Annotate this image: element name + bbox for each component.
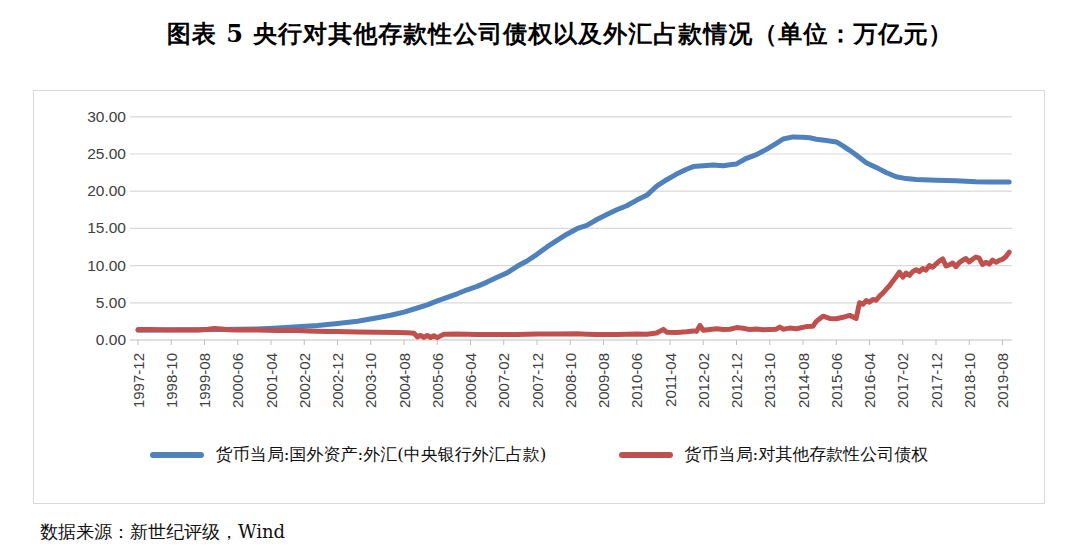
y-tick-label: 0.00 [96,331,127,348]
x-tick-label: 2016-04 [861,353,878,408]
x-tick-label: 2017-02 [894,353,911,408]
legend-label-claims: 货币当局:对其他存款性公司债权 [685,443,929,466]
chart-title: 图表 5 央行对其他存款性公司债权以及外汇占款情况（单位：万亿元） [60,18,1060,50]
x-tick-label: 2002-12 [329,353,346,408]
x-tick-label: 2004-08 [396,353,413,408]
x-tick-label: 2018-10 [961,353,978,408]
legend-line-swatch-forex [150,452,204,458]
x-tick-label: 2019-08 [994,353,1011,408]
x-tick-label: 2017-12 [928,353,945,408]
legend-label-forex: 货币当局:国外资产:外汇(中央银行外汇占款) [216,443,547,466]
y-tick-label: 30.00 [87,108,126,125]
y-tick-label: 20.00 [87,182,126,199]
x-tick-label: 2008-10 [562,353,579,408]
x-tick-label: 2001-04 [263,353,280,408]
x-tick-label: 2003-10 [362,353,379,408]
x-tick-label: 2012-02 [695,353,712,408]
chart-frame: 30.00 25.00 20.00 15.00 10.00 5.00 0.001997-12… [33,90,1045,504]
x-tick-label: 1999-08 [196,353,213,408]
x-tick-label: 2007-12 [529,353,546,408]
x-tick-label: 2014-08 [795,353,812,408]
chart-canvas: 30.00 25.00 20.00 15.00 10.00 5.00 0.001997-12… [34,91,1044,439]
chart-legend: 货币当局:国外资产:外汇(中央银行外汇占款) 货币当局:对其他存款性公司债权 [34,443,1044,466]
x-tick-label: 2000-06 [229,353,246,408]
y-tick-label: 5.00 [96,294,127,311]
x-tick-label: 2007-02 [495,353,512,408]
x-tick-label: 2009-08 [595,353,612,408]
x-tick-label: 2010-06 [628,353,645,408]
x-tick-label: 2015-06 [828,353,845,408]
x-tick-label: 2012-12 [728,353,745,408]
x-tick-label: 2005-06 [429,353,446,408]
x-tick-label: 2013-10 [761,353,778,408]
legend-item-forex: 货币当局:国外资产:外汇(中央银行外汇占款) [150,443,547,466]
data-source-note: 数据来源：新世纪评级，Wind [40,520,285,544]
y-tick-label: 10.00 [87,257,126,274]
x-tick-label: 1998-10 [163,353,180,408]
legend-item-claims: 货币当局:对其他存款性公司债权 [619,443,929,466]
x-tick-label: 2002-02 [296,353,313,408]
y-tick-label: 15.00 [87,219,126,236]
y-tick-label: 25.00 [87,145,126,162]
legend-line-swatch-claims [619,452,673,458]
x-tick-label: 1997-12 [130,353,147,408]
x-tick-label: 2006-04 [462,353,479,408]
x-tick-label: 2011-04 [662,353,679,407]
